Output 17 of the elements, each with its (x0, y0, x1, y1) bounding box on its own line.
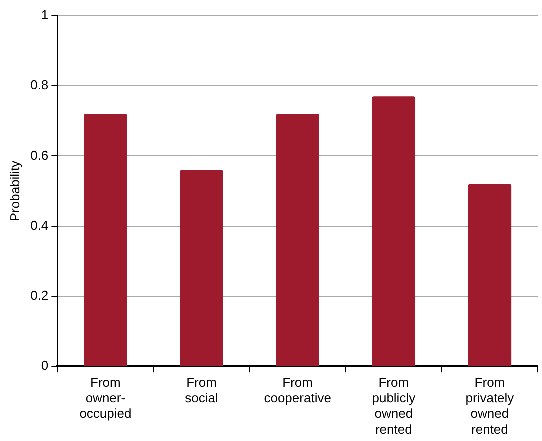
y-tick-label: 1 (41, 8, 49, 23)
y-tick-label: 0.8 (30, 78, 49, 93)
bar (84, 114, 128, 366)
y-tick-label: 0.6 (30, 148, 49, 163)
x-tick-label: From social (185, 374, 218, 406)
x-tick-label: From cooperative (264, 374, 332, 406)
y-tick-label: 0.4 (30, 218, 49, 233)
x-tick-label: From owner-occupied (80, 374, 132, 422)
y-axis-title: Probability (7, 160, 22, 222)
bar (468, 184, 512, 366)
x-tick-label: From publicly owned rented (372, 374, 416, 437)
y-tick-label: 0.2 (30, 288, 49, 304)
y-tick-label: 0 (41, 358, 49, 374)
bar (180, 170, 224, 366)
x-tick-label: From privately owned rented (466, 374, 515, 437)
bar (372, 96, 416, 366)
bar (276, 114, 320, 366)
